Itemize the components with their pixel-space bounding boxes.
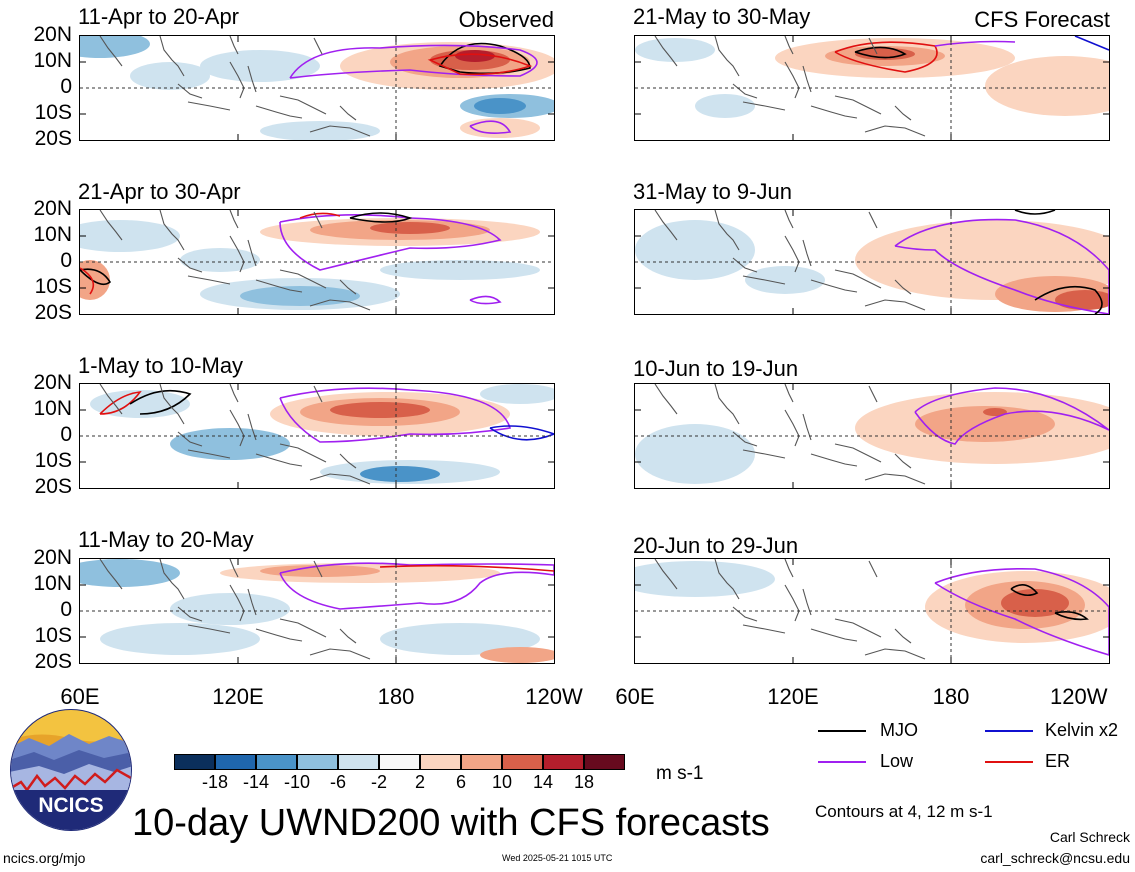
legend-er-line <box>985 761 1033 763</box>
colorbar-tick-label: 2 <box>414 772 425 792</box>
panel-title-6: 31-May to 9-Jun <box>633 179 792 204</box>
author-name: Carl Schreck <box>1049 829 1130 845</box>
lon-label-120w-right: 120W <box>1050 684 1108 709</box>
colorbar-swatch <box>543 754 584 770</box>
colorbar-swatch <box>174 754 215 770</box>
colorbar-tick-label: -6 <box>329 772 346 792</box>
lat-label: 20N <box>33 197 72 220</box>
lat-label: 0 <box>60 75 72 98</box>
lon-label-120w-left: 120W <box>525 684 583 709</box>
panel-title-4: 11-May to 20-May <box>78 527 254 552</box>
panel-title-7: 10-Jun to 19-Jun <box>633 356 799 381</box>
ncics-logo: NCICS <box>9 708 133 832</box>
lat-label: 20N <box>33 23 72 46</box>
map-panel-forecast-4 <box>634 558 1110 664</box>
lat-label: 20N <box>33 371 72 394</box>
site-link[interactable]: ncics.org/mjo <box>3 850 86 866</box>
colorbar-tick-label: -10 <box>283 772 310 792</box>
panel-title-5: 21-May to 30-May <box>633 4 811 29</box>
lat-label: 10S <box>34 624 72 647</box>
lat-label: 10S <box>34 101 72 124</box>
panel-title-1: 11-Apr to 20-Apr <box>78 4 240 29</box>
colorbar-swatch <box>256 754 297 770</box>
colorbar-swatch <box>461 754 502 770</box>
lat-label: 0 <box>60 423 72 446</box>
colorbar-tick-label: -2 <box>370 772 387 792</box>
colorbar-swatch <box>338 754 379 770</box>
lon-label-60e-left: 60E <box>60 684 100 709</box>
colorbar-tick-label: 10 <box>491 772 513 792</box>
lat-label: 20N <box>33 546 72 569</box>
lat-label: 10N <box>33 397 72 420</box>
legend-kelvin-label: Kelvin x2 <box>1045 720 1119 740</box>
lat-label: 0 <box>60 598 72 621</box>
lon-label-120e-right: 120E <box>767 684 819 709</box>
colorbar-tick-label: 18 <box>573 772 595 792</box>
author-email[interactable]: carl_schreck@ncsu.edu <box>980 850 1130 866</box>
units-label: m s-1 <box>656 763 704 784</box>
contour-note: Contours at 4, 12 m s-1 <box>815 802 993 821</box>
lon-label-120e-left: 120E <box>212 684 264 709</box>
colorbar-tick-label: -14 <box>242 772 269 792</box>
map-panel-observed-1 <box>79 35 555 141</box>
legend-low-line <box>818 761 866 763</box>
lat-label: 20S <box>34 127 72 150</box>
map-panel-forecast-2 <box>634 209 1110 315</box>
lat-label: 20S <box>34 301 72 324</box>
colorbar-tick-label: -18 <box>201 772 228 792</box>
lat-label: 10N <box>33 223 72 246</box>
lon-label-180-left: 180 <box>377 684 415 709</box>
map-panel-observed-3 <box>79 383 555 489</box>
map-panel-observed-4 <box>79 558 555 664</box>
colorbar-swatch <box>502 754 543 770</box>
map-panel-forecast-1 <box>634 35 1110 141</box>
panel-title-3: 1-May to 10-May <box>78 353 244 378</box>
figure-title: 10-day UWND200 with CFS forecasts <box>132 802 770 844</box>
lat-label: 0 <box>60 249 72 272</box>
lat-label: 20S <box>34 650 72 673</box>
legend-low-label: Low <box>880 751 914 771</box>
colorbar-swatch <box>420 754 461 770</box>
colorbar-swatch <box>584 754 625 770</box>
lat-label: 10N <box>33 49 72 72</box>
timestamp: Wed 2025-05-21 1015 UTC <box>502 853 613 863</box>
colorbar-swatch <box>297 754 338 770</box>
logo-text: NCICS <box>38 794 103 817</box>
legend-mjo-label: MJO <box>880 720 918 740</box>
colorbar-tick-label: 14 <box>532 772 554 792</box>
lon-label-60e-right: 60E <box>615 684 655 709</box>
panel-title-8: 20-Jun to 29-Jun <box>633 533 799 558</box>
forecast-label: CFS Forecast <box>974 7 1110 32</box>
map-panel-forecast-3 <box>634 383 1110 489</box>
colorbar-swatch <box>215 754 256 770</box>
colorbar-swatch <box>379 754 420 770</box>
legend-kelvin-line <box>985 730 1033 732</box>
map-panel-observed-2 <box>79 209 555 315</box>
lat-label: 20S <box>34 475 72 498</box>
lat-label: 10N <box>33 572 72 595</box>
legend-er-label: ER <box>1045 751 1071 771</box>
panel-title-2: 21-Apr to 30-Apr <box>78 179 241 204</box>
observed-label: Observed <box>458 7 554 32</box>
colorbar <box>174 754 626 770</box>
lat-label: 10S <box>34 275 72 298</box>
lat-label: 10S <box>34 449 72 472</box>
lon-label-180-right: 180 <box>932 684 970 709</box>
legend-mjo-line <box>818 730 866 732</box>
colorbar-tick-label: 6 <box>455 772 466 792</box>
